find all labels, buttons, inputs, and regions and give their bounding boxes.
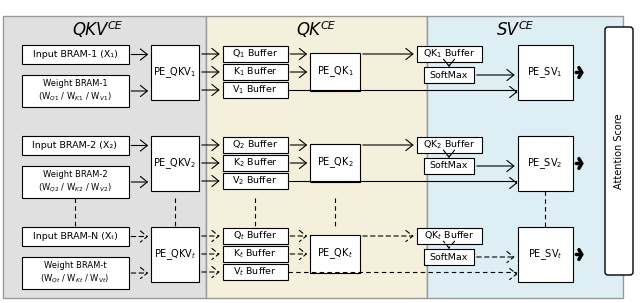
Bar: [3, 16, 206, 298]
Text: SV: SV: [497, 21, 519, 39]
Bar: [22, 166, 129, 198]
Text: QK$_t$ Buffer: QK$_t$ Buffer: [424, 230, 474, 242]
Text: Input BRAM-N (Xₜ): Input BRAM-N (Xₜ): [33, 232, 117, 241]
Bar: [151, 136, 199, 191]
Bar: [427, 16, 623, 298]
Bar: [223, 46, 287, 62]
Text: PE_QKV$_t$: PE_QKV$_t$: [154, 247, 196, 262]
Bar: [310, 144, 360, 182]
Bar: [22, 75, 129, 107]
Bar: [151, 45, 199, 100]
Bar: [206, 16, 427, 298]
Text: PE_QKV$_2$: PE_QKV$_2$: [154, 156, 196, 171]
Text: CE: CE: [518, 21, 533, 31]
Text: QK$_2$ Buffer: QK$_2$ Buffer: [423, 139, 475, 151]
Bar: [310, 235, 360, 273]
Text: Attention Score: Attention Score: [614, 113, 624, 189]
Text: PE_QK$_t$: PE_QK$_t$: [317, 247, 353, 261]
Text: K$_1$ Buffer: K$_1$ Buffer: [232, 66, 277, 78]
Text: V$_t$ Buffer: V$_t$ Buffer: [233, 266, 276, 278]
Bar: [223, 155, 287, 171]
Text: Weight BRAM-2
(W$_{Q2}$ / W$_{K2}$ / W$_{V2}$): Weight BRAM-2 (W$_{Q2}$ / W$_{K2}$ / W$_…: [38, 170, 112, 194]
Bar: [518, 45, 573, 100]
Bar: [151, 227, 199, 282]
Bar: [22, 257, 129, 289]
Text: V$_1$ Buffer: V$_1$ Buffer: [232, 84, 278, 96]
Bar: [424, 249, 474, 265]
Bar: [223, 64, 287, 80]
Text: QK: QK: [296, 21, 320, 39]
Text: SoftMax: SoftMax: [430, 71, 468, 79]
Text: CE: CE: [321, 21, 335, 31]
Text: Q$_1$ Buffer: Q$_1$ Buffer: [232, 48, 278, 60]
Text: PE_QK$_2$: PE_QK$_2$: [317, 156, 353, 170]
Bar: [417, 46, 481, 62]
Text: PE_SV$_1$: PE_SV$_1$: [527, 65, 563, 80]
Text: SoftMax: SoftMax: [430, 252, 468, 261]
Text: Q$_t$ Buffer: Q$_t$ Buffer: [233, 230, 277, 242]
Bar: [518, 136, 573, 191]
FancyBboxPatch shape: [605, 27, 633, 275]
Bar: [22, 227, 129, 246]
Bar: [424, 158, 474, 174]
Bar: [223, 82, 287, 98]
Text: Q$_2$ Buffer: Q$_2$ Buffer: [232, 139, 278, 151]
Text: PE_SV$_2$: PE_SV$_2$: [527, 156, 563, 171]
Bar: [518, 227, 573, 282]
Text: Input BRAM-2 (X₂): Input BRAM-2 (X₂): [33, 141, 118, 150]
Text: K$_t$ Buffer: K$_t$ Buffer: [234, 248, 276, 260]
Bar: [22, 136, 129, 155]
Bar: [223, 173, 287, 189]
Text: PE_QKV$_1$: PE_QKV$_1$: [154, 65, 196, 80]
Text: CE: CE: [108, 21, 122, 31]
Text: Input BRAM-1 (X₁): Input BRAM-1 (X₁): [33, 50, 117, 59]
Bar: [223, 246, 287, 262]
Text: QK$_1$ Buffer: QK$_1$ Buffer: [423, 48, 475, 60]
Text: PE_QK$_1$: PE_QK$_1$: [317, 65, 353, 79]
Text: V$_2$ Buffer: V$_2$ Buffer: [232, 175, 278, 187]
Bar: [417, 228, 481, 244]
Text: Weight BRAM-1
(W$_{Q1}$ / W$_{K1}$ / W$_{V1}$): Weight BRAM-1 (W$_{Q1}$ / W$_{K1}$ / W$_…: [38, 79, 112, 103]
Bar: [22, 45, 129, 64]
Text: QKV: QKV: [72, 21, 108, 39]
Text: Weight BRAM-t
(W$_{Qt}$ / W$_{Kt}$ / W$_{Vt}$): Weight BRAM-t (W$_{Qt}$ / W$_{Kt}$ / W$_…: [40, 261, 109, 285]
Text: PE_SV$_t$: PE_SV$_t$: [527, 247, 563, 262]
Text: K$_2$ Buffer: K$_2$ Buffer: [232, 157, 277, 169]
Bar: [223, 137, 287, 153]
Bar: [310, 53, 360, 91]
Bar: [223, 264, 287, 280]
Bar: [424, 67, 474, 83]
Bar: [417, 137, 481, 153]
Text: SoftMax: SoftMax: [430, 161, 468, 171]
Bar: [223, 228, 287, 244]
